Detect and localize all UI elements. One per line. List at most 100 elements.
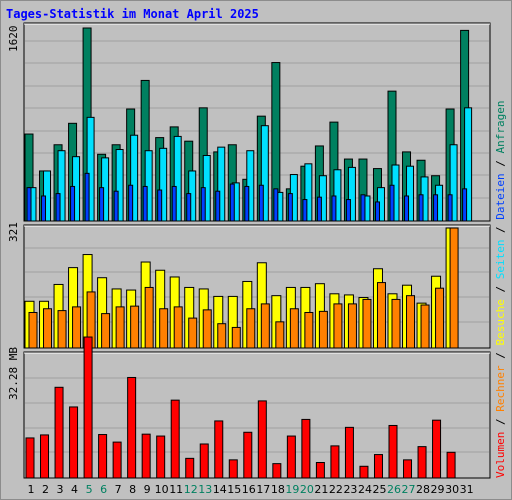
legend-item: / xyxy=(494,412,507,425)
x-label-day-31: 31 xyxy=(460,483,474,496)
bar-files-day-18 xyxy=(273,188,279,222)
bar-pages-day-7 xyxy=(115,149,124,222)
bar-files-day-6 xyxy=(99,187,105,222)
bar-volume-day-26 xyxy=(388,424,398,479)
bar-sites-day-10 xyxy=(159,308,169,349)
bar-pages-day-20 xyxy=(304,163,313,222)
x-label-day-24: 24 xyxy=(358,483,372,496)
legend: Volumen / Rechner / Besuche / Seiten / D… xyxy=(494,100,507,478)
bar-sites-day-25 xyxy=(376,282,386,349)
bar-volume-day-15 xyxy=(228,459,238,479)
x-label-day-14: 14 xyxy=(213,483,227,496)
legend-item: Rechner xyxy=(494,359,507,412)
bar-pages-day-3 xyxy=(57,150,66,222)
bar-sites-day-19 xyxy=(289,308,299,349)
bar-files-day-2 xyxy=(41,195,47,222)
bar-sites-day-24 xyxy=(362,298,372,349)
bar-sites-day-8 xyxy=(130,305,140,349)
x-label-day-8: 8 xyxy=(129,483,136,496)
bar-files-day-29 xyxy=(433,194,439,222)
x-label-day-15: 15 xyxy=(227,483,241,496)
bar-files-day-26 xyxy=(389,184,395,222)
bar-sites-day-12 xyxy=(188,317,198,349)
bar-volume-day-5 xyxy=(83,336,93,479)
bar-files-day-12 xyxy=(186,193,192,222)
bar-files-day-4 xyxy=(70,185,76,222)
x-label-day-28: 28 xyxy=(416,483,430,496)
bar-sites-day-21 xyxy=(318,310,328,349)
bar-sites-day-11 xyxy=(173,306,183,349)
bar-files-day-20 xyxy=(302,199,308,222)
bar-sites-day-15 xyxy=(231,326,241,349)
bar-pages-day-16 xyxy=(246,150,255,222)
x-label-day-4: 4 xyxy=(71,483,78,496)
bar-sites-day-13 xyxy=(202,309,212,349)
x-label-day-2: 2 xyxy=(42,483,49,496)
bar-files-day-9 xyxy=(142,185,148,222)
bar-sites-day-18 xyxy=(275,321,285,349)
y-max-label-hits: 1620 xyxy=(7,26,20,53)
bar-volume-day-13 xyxy=(199,443,209,479)
x-label-day-23: 23 xyxy=(343,483,357,496)
bar-files-day-7 xyxy=(113,190,119,222)
bar-pages-day-11 xyxy=(173,135,182,222)
bar-files-day-5 xyxy=(84,172,90,222)
y-max-label-kbytes: 32.28 MB xyxy=(7,347,20,400)
x-axis-labels: 1 2 3 4 5 6 7 8 9 10 11 12 13 14 15 16 17 18 19 20 21 22 23 24 2… xyxy=(28,483,474,496)
bar-files-day-17 xyxy=(258,184,264,222)
bar-pages-day-5 xyxy=(86,116,95,222)
bar-sites-day-6 xyxy=(101,313,111,349)
bar-volume-day-18 xyxy=(272,463,282,479)
bar-sites-day-4 xyxy=(72,306,82,349)
bar-volume-day-9 xyxy=(141,433,151,479)
bar-volume-day-20 xyxy=(301,418,311,479)
x-label-day-29: 29 xyxy=(431,483,445,496)
bar-sites-day-30 xyxy=(449,227,459,349)
bar-files-day-23 xyxy=(345,199,351,222)
x-label-day-30: 30 xyxy=(445,483,459,496)
bar-pages-day-14 xyxy=(217,146,226,222)
legend-item: / xyxy=(494,279,507,292)
bar-volume-day-23 xyxy=(344,426,354,479)
bar-volume-day-17 xyxy=(257,400,267,479)
bar-pages-day-8 xyxy=(130,134,139,222)
bar-volume-day-11 xyxy=(170,399,180,479)
legend-item: / xyxy=(494,153,507,166)
bar-sites-day-20 xyxy=(304,311,314,349)
bar-volume-day-29 xyxy=(432,419,442,479)
x-label-day-10: 10 xyxy=(155,483,169,496)
bar-sites-day-26 xyxy=(391,298,401,349)
bar-pages-day-30 xyxy=(449,144,458,222)
bar-volume-day-3 xyxy=(54,386,64,479)
x-label-day-11: 11 xyxy=(169,483,183,496)
legend-item: Anfragen xyxy=(494,100,507,153)
x-label-day-27: 27 xyxy=(402,483,416,496)
legend-item: Besuche xyxy=(494,293,507,346)
bar-volume-day-8 xyxy=(127,376,137,479)
bar-volume-day-19 xyxy=(286,435,296,479)
bar-files-day-8 xyxy=(128,184,134,222)
bar-volume-day-2 xyxy=(40,434,50,479)
bar-volume-day-7 xyxy=(112,441,122,479)
bar-volume-day-12 xyxy=(185,457,195,479)
bar-files-day-27 xyxy=(404,195,410,222)
bar-sites-day-3 xyxy=(57,310,67,349)
legend-item: Seiten xyxy=(494,233,507,279)
bar-sites-day-16 xyxy=(246,308,256,349)
y-axis-labels: 1620 321 32.28 MB xyxy=(7,26,20,401)
bar-pages-day-31 xyxy=(464,107,473,222)
x-label-day-18: 18 xyxy=(271,483,285,496)
bar-volume-day-4 xyxy=(69,406,79,479)
y-max-label-visits: 321 xyxy=(7,222,20,242)
legend-item: / xyxy=(494,220,507,233)
x-label-day-5: 5 xyxy=(86,483,93,496)
bar-files-day-11 xyxy=(171,185,177,222)
bar-volume-day-21 xyxy=(315,462,325,479)
x-label-day-20: 20 xyxy=(300,483,314,496)
bar-sites-day-23 xyxy=(347,303,357,349)
bar-pages-day-22 xyxy=(333,169,342,222)
bar-files-day-15 xyxy=(229,183,235,222)
bar-sites-day-9 xyxy=(144,286,154,349)
bar-files-day-10 xyxy=(157,189,163,222)
